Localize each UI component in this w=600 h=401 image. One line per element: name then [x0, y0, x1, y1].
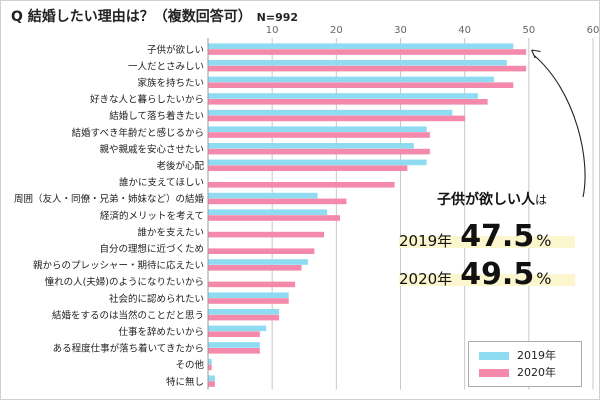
bar-2020: [208, 298, 289, 304]
highlight-marker: [399, 274, 575, 286]
category-label: 社会的に認められたい: [109, 293, 204, 305]
callout-year-2019: 2019年: [399, 232, 453, 250]
category-label: 周囲（友人・同僚・兄弟・姉妹など）の結婚: [14, 193, 205, 205]
bar-2019: [208, 192, 318, 199]
bar-2020: [208, 364, 212, 371]
sample-size: N=992: [256, 11, 299, 24]
legend: 2019年 2020年: [468, 341, 582, 387]
bar-2019: [208, 159, 427, 166]
bar-2020: [208, 348, 260, 354]
bar-2020: [208, 281, 296, 288]
callout-year-2020: 2020年: [399, 270, 453, 288]
bar-2019: [208, 325, 267, 332]
legend-label-2019: 2019年: [517, 349, 556, 362]
category-label: 結婚をするのは当然のことだと思う: [52, 309, 204, 321]
bar-2020: [208, 82, 514, 88]
category-label: 結婚すべき年齢だと感じるから: [72, 127, 204, 139]
legend-swatch-2019: [479, 352, 509, 360]
category-label: 仕事を辞めたいから: [118, 326, 204, 338]
bar-2020: [208, 132, 430, 138]
legend-item-2019: 2019年: [479, 349, 556, 363]
highlight-callout: 子供が欲しい人は 2019年 47.5% 2020年 49.5%: [399, 189, 579, 292]
tick-label-40: 40: [458, 25, 471, 36]
bar-2019: [208, 76, 495, 83]
callout-title-main: 子供が欲しい人: [436, 192, 535, 208]
bar-2020: [208, 182, 395, 188]
bar-2020: [208, 148, 430, 155]
category-label: 子供が欲しい: [147, 44, 204, 56]
chart-title-text: Q 結婚したい理由は？（複数回答可）: [11, 9, 252, 25]
callout-line-2019: 2019年 47.5%: [399, 219, 579, 254]
callout-unit-2019: %: [536, 231, 552, 250]
bar-2019: [208, 126, 427, 132]
tick-label-10: 10: [266, 25, 279, 36]
bar-2019: [208, 358, 212, 365]
category-label: 特に無し: [166, 376, 204, 388]
callout-arrowhead: [531, 49, 541, 59]
bar-2019: [208, 93, 478, 99]
callout-value-2019: 47.5: [460, 219, 535, 254]
category-label: ある程度仕事が落ち着いてきたから: [53, 343, 204, 355]
tick-label-20: 20: [330, 25, 343, 36]
category-label: 経済的メリットを考えて: [100, 210, 204, 222]
bar-2020: [208, 165, 408, 171]
tick-label-50: 50: [522, 25, 535, 36]
bar-2019: [208, 309, 280, 315]
legend-swatch-2020: [479, 369, 509, 377]
bar-2019: [208, 109, 453, 116]
bar-2020: [208, 49, 527, 55]
category-label: その他: [175, 359, 204, 371]
legend-item-2020: 2020年: [479, 366, 556, 380]
bar-2019: [208, 375, 215, 381]
callout-connector: [533, 54, 586, 198]
bar-2019: [208, 143, 414, 149]
category-label: 自分の理想に近づくため: [99, 243, 204, 255]
highlight-marker: [399, 236, 575, 248]
bar-2020: [208, 65, 527, 72]
category-label: 誰かを支えたい: [137, 226, 204, 238]
tick-label-30: 30: [394, 25, 407, 36]
bar-2020: [208, 331, 260, 337]
category-label: 憧れの人(夫婦)のようになりたいから: [45, 276, 204, 288]
bar-2019: [208, 259, 308, 265]
category-label: 好きな人と暮らしたいから: [90, 94, 204, 106]
legend-label-2020: 2020年: [517, 366, 556, 379]
callout-title: 子供が欲しい人は: [405, 189, 579, 209]
bar-2019: [208, 292, 289, 298]
chart-title: Q 結婚したい理由は？（複数回答可） N=992: [11, 5, 298, 29]
category-label: 結婚して落ち着きたい: [109, 110, 204, 122]
bar-2020: [208, 265, 302, 271]
category-label: 親や親戚を安心させたい: [99, 143, 204, 155]
bar-2020: [208, 381, 215, 387]
bar-2020: [208, 314, 280, 321]
bar-2019: [208, 43, 514, 49]
bar-2020: [208, 99, 488, 105]
callout-value-2020: 49.5: [460, 257, 535, 292]
category-label: 誰かに支えてほしい: [119, 177, 204, 189]
bar-2020: [208, 248, 315, 254]
bar-2020: [208, 231, 324, 238]
category-label: 一人だとさみしい: [128, 61, 204, 72]
bar-2020: [208, 215, 341, 221]
tick-label-60: 60: [587, 25, 600, 36]
callout-title-suffix: は: [534, 193, 547, 207]
category-label: 老後が心配: [156, 160, 204, 172]
callout-line-2020: 2020年 49.5%: [399, 257, 579, 292]
callout-unit-2020: %: [536, 269, 552, 288]
bar-2019: [208, 342, 260, 348]
category-label: 家族を持ちたい: [137, 77, 204, 89]
bar-2020: [208, 198, 347, 205]
bar-2019: [208, 60, 507, 66]
bar-2020: [208, 115, 466, 122]
bar-2019: [208, 209, 328, 215]
category-label: 親からのプレッシャー・期待に応えたい: [33, 260, 204, 272]
